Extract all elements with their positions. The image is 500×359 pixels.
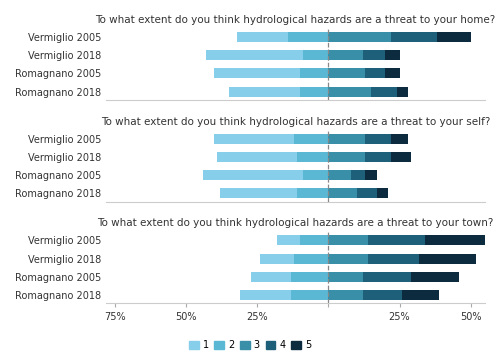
Bar bbox=[228, 87, 300, 97]
Bar bbox=[294, 253, 328, 264]
Bar bbox=[288, 32, 329, 42]
Bar bbox=[328, 290, 362, 300]
Bar bbox=[371, 87, 396, 97]
Bar bbox=[206, 50, 302, 60]
Bar bbox=[366, 69, 386, 79]
Bar bbox=[294, 134, 328, 144]
Bar bbox=[366, 170, 376, 180]
Bar bbox=[217, 152, 297, 162]
Bar bbox=[376, 188, 388, 199]
Bar bbox=[292, 272, 329, 282]
Bar bbox=[297, 152, 328, 162]
Bar bbox=[328, 50, 362, 60]
Bar bbox=[214, 69, 300, 79]
Bar bbox=[300, 69, 328, 79]
Bar bbox=[391, 32, 436, 42]
Title: To what extent do you think hydrological hazards are a threat to your self?: To what extent do you think hydrological… bbox=[101, 117, 490, 127]
Bar bbox=[302, 170, 328, 180]
Bar bbox=[292, 290, 329, 300]
Bar bbox=[328, 32, 391, 42]
Bar bbox=[366, 134, 391, 144]
Bar bbox=[300, 87, 328, 97]
Bar bbox=[297, 188, 328, 199]
Bar bbox=[362, 50, 386, 60]
Bar bbox=[436, 32, 471, 42]
Title: To what extent do you think hydrological hazards are a threat to your home?: To what extent do you think hydrological… bbox=[96, 15, 496, 25]
Bar bbox=[300, 235, 328, 245]
Bar bbox=[402, 290, 440, 300]
Bar bbox=[386, 69, 400, 79]
Legend: 1, 2, 3, 4, 5: 1, 2, 3, 4, 5 bbox=[185, 336, 315, 354]
Bar bbox=[362, 272, 411, 282]
Bar bbox=[391, 134, 408, 144]
Bar bbox=[220, 188, 297, 199]
Bar bbox=[357, 188, 376, 199]
Bar bbox=[391, 152, 411, 162]
Bar bbox=[237, 32, 288, 42]
Bar bbox=[368, 253, 420, 264]
Bar bbox=[366, 152, 391, 162]
Bar bbox=[277, 235, 300, 245]
Bar bbox=[252, 272, 292, 282]
Title: To what extent do you think hydrological hazards are a threat to your town?: To what extent do you think hydrological… bbox=[98, 218, 494, 228]
Bar bbox=[328, 170, 351, 180]
Bar bbox=[328, 87, 371, 97]
Bar bbox=[302, 50, 328, 60]
Bar bbox=[203, 170, 302, 180]
Bar bbox=[425, 235, 496, 245]
Bar bbox=[411, 272, 460, 282]
Bar bbox=[328, 188, 357, 199]
Bar bbox=[240, 290, 292, 300]
Bar bbox=[368, 235, 425, 245]
Bar bbox=[328, 152, 366, 162]
Bar bbox=[328, 272, 362, 282]
Bar bbox=[328, 134, 366, 144]
Bar bbox=[420, 253, 476, 264]
Bar bbox=[260, 253, 294, 264]
Bar bbox=[362, 290, 403, 300]
Bar bbox=[328, 235, 368, 245]
Bar bbox=[214, 134, 294, 144]
Bar bbox=[328, 253, 368, 264]
Bar bbox=[328, 69, 366, 79]
Bar bbox=[386, 50, 400, 60]
Bar bbox=[351, 170, 366, 180]
Bar bbox=[396, 87, 408, 97]
